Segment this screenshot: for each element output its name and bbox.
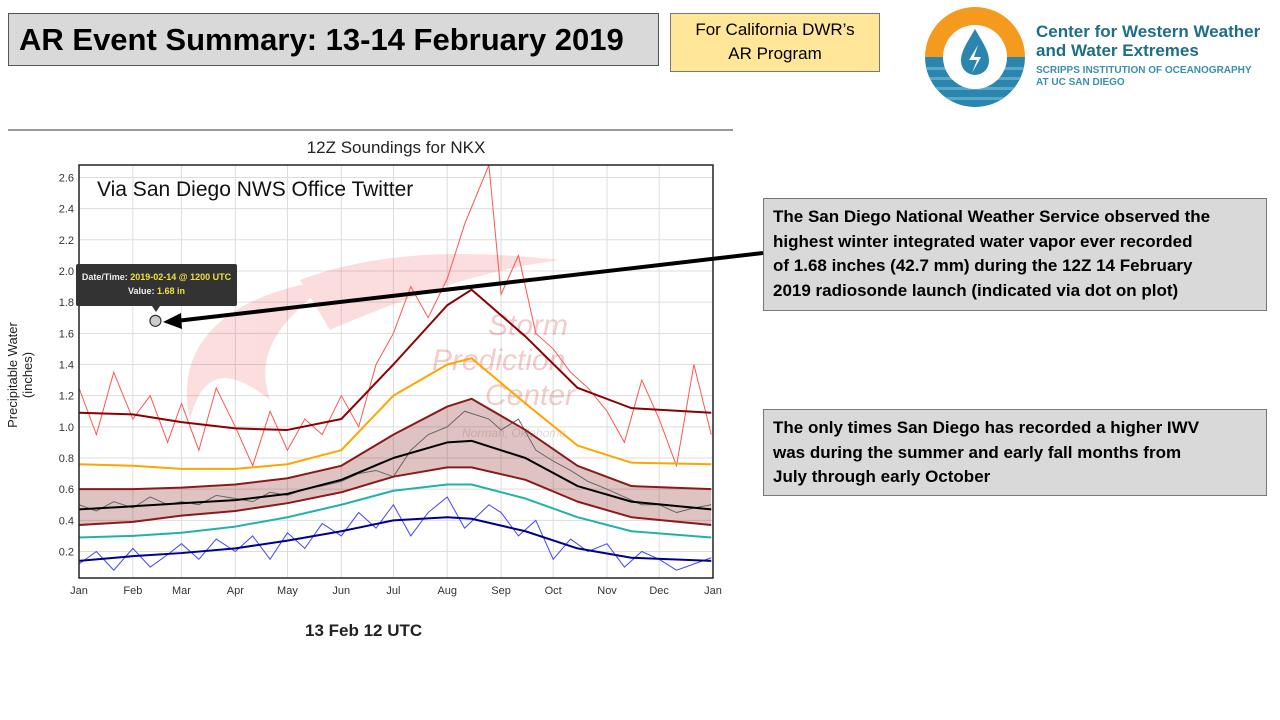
- y-axis-label: Precipitable Water (inches): [5, 322, 35, 428]
- divider: [8, 129, 733, 131]
- x-tick-label: May: [277, 585, 298, 597]
- y-tick-label: 0.4: [59, 515, 74, 527]
- y-tick-label: 0.8: [59, 453, 74, 465]
- logo-line-1: Center for Western Weather: [1036, 22, 1261, 41]
- logo-line-2: and Water Extremes: [1036, 41, 1199, 60]
- callout-line: was during the summer and early fall mon…: [773, 442, 1182, 462]
- x-tick-label: Jul: [386, 585, 400, 597]
- tooltip-value-label: Value:: [127, 286, 155, 296]
- series: [78, 164, 712, 571]
- plot-frame: [78, 164, 714, 579]
- climatology-line: [78, 466, 712, 527]
- callout-record: The San Diego National Weather Service o…: [763, 198, 1267, 311]
- climatology-line: [78, 483, 712, 539]
- x-tick-label: Feb: [123, 585, 142, 597]
- logo-text: Center for Western Weather and Water Ext…: [1036, 22, 1260, 89]
- y-tick-label: 2.4: [59, 204, 74, 216]
- y-tick-label: 0.6: [59, 484, 74, 496]
- callout-line: 2019 radiosonde launch (indicated via do…: [773, 280, 1179, 300]
- cw3e-logo-icon: [925, 7, 1025, 107]
- x-tick-label: Sep: [491, 585, 511, 597]
- tooltip-date-value: 2019-02-14 @ 1200 UTC: [130, 272, 232, 282]
- x-tick-label: Aug: [437, 585, 457, 597]
- callout-line: of 1.68 inches (42.7 mm) during the 12Z …: [773, 256, 1193, 275]
- x-tick-label: Apr: [227, 585, 244, 597]
- daily-series-line: [78, 164, 712, 468]
- pw-chart: Storm Prediction Center Norman, Oklahoma…: [59, 164, 722, 597]
- y-tick-label: 2.6: [59, 172, 74, 184]
- climatology-line: [78, 357, 712, 470]
- source-note: Via San Diego NWS Office Twitter: [97, 178, 414, 201]
- callout-line: The San Diego National Weather Service o…: [773, 207, 1211, 226]
- logo-line-3: SCRIPPS INSTITUTION OF OCEANOGRAPHY: [1036, 65, 1252, 76]
- callout-line: highest winter integrated water vapor ev…: [773, 231, 1193, 251]
- y-tick-label: 1.8: [59, 297, 74, 309]
- program-line-1: For California DWR’s: [695, 20, 855, 39]
- tooltip-value: 1.68 in: [157, 286, 186, 296]
- x-tick-label: Mar: [172, 585, 191, 597]
- y-tick-label: 1.6: [59, 328, 74, 340]
- climatology-line: [79, 397, 712, 491]
- slide-title: AR Event Summary: 13-14 February 2019: [8, 13, 659, 66]
- time-label: 13 Feb 12 UTC: [305, 621, 423, 640]
- callout-summer: The only times San Diego has recorded a …: [763, 409, 1267, 496]
- y-tick-label: 2.2: [59, 235, 74, 247]
- y-ticks: 0.2 0.4 0.6 0.8 1.0 1.2 1.4 1.6 1.8 2.0 2.2 2.4 2.6: [59, 172, 74, 558]
- watermark-norman: Norman, Oklahoma: [462, 426, 566, 440]
- watermark-prediction: Prediction: [432, 344, 565, 377]
- daily-series-line: [78, 496, 712, 571]
- y-tick-label: 1.2: [59, 391, 74, 403]
- y-tick-label: 1.4: [59, 359, 74, 371]
- chart-title: 12Z Soundings for NKX: [306, 138, 486, 157]
- watermark-swoosh: [186, 280, 330, 420]
- x-tick-label: Oct: [545, 585, 562, 597]
- x-ticks: Jan Feb Mar Apr May Jun Jul Aug Sep Oct Nov Dec Jan: [70, 585, 722, 597]
- climatology-line: [78, 439, 712, 511]
- logo-line-4: AT UC SAN DIEGO: [1036, 77, 1125, 88]
- tooltip-date-label: Date/Time:: [81, 272, 128, 282]
- y-tick-label: 0.2: [59, 547, 74, 559]
- highlight-point: [149, 314, 162, 327]
- tooltip: Date/Time: 2019-02-14 @ 1200 UTC Value: …: [76, 264, 237, 306]
- callout-line: July through early October: [773, 467, 991, 486]
- x-tick-label: Nov: [597, 585, 617, 597]
- y-tick-label: 1.0: [59, 422, 74, 434]
- x-tick-label: Jan: [704, 585, 722, 597]
- y-tick-label: 2.0: [59, 266, 74, 278]
- x-tick-label: Jan: [70, 585, 88, 597]
- program-line-2: AR Program: [728, 44, 822, 63]
- tooltip-pointer: [152, 306, 160, 312]
- x-tick-label: Dec: [649, 585, 669, 597]
- climatology-line: [78, 516, 712, 562]
- program-note: For California DWR’s AR Program: [670, 13, 880, 72]
- band: [79, 398, 712, 526]
- callout-line: The only times San Diego has recorded a …: [773, 418, 1200, 437]
- climatology-line: [78, 288, 712, 431]
- percentile-band: [79, 398, 712, 526]
- x-tick-label: Jun: [332, 585, 350, 597]
